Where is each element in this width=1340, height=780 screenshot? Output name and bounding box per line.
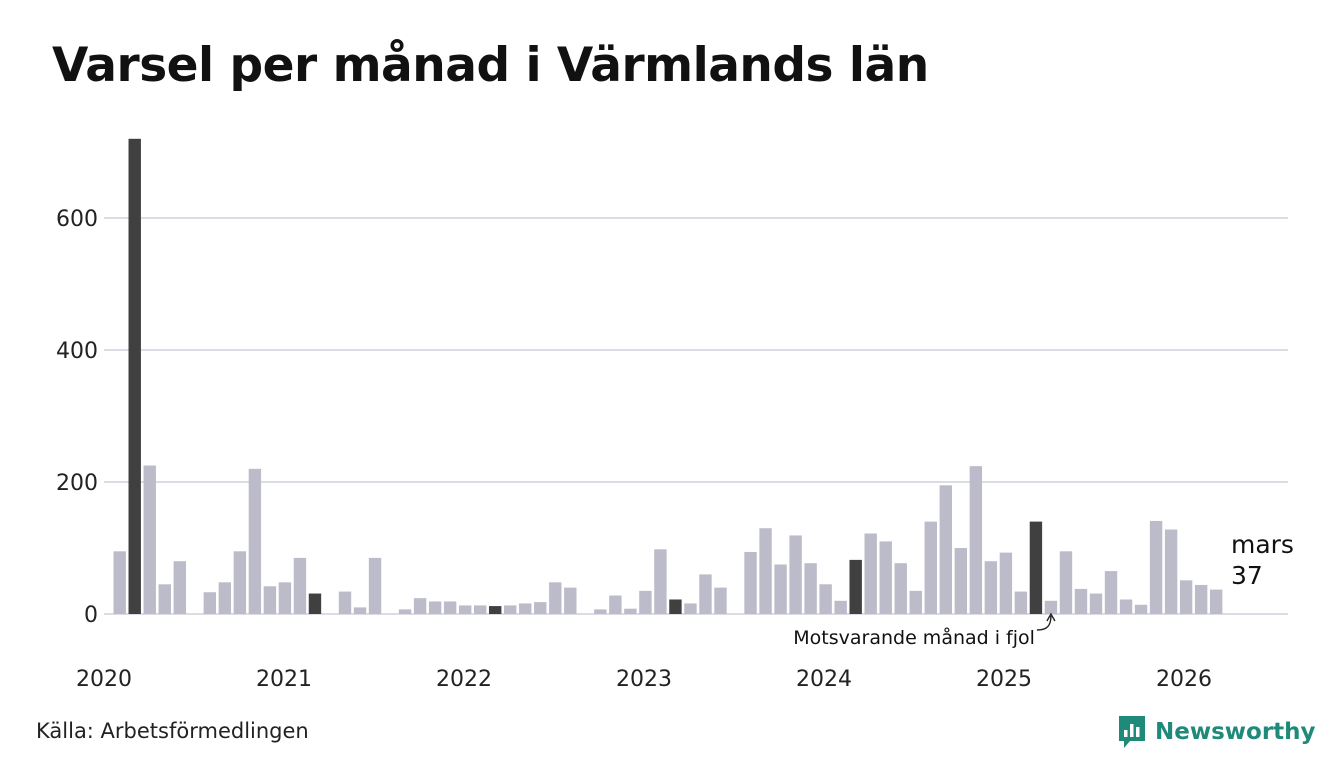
x-axis-labels: 2020 2021 2022 2023 2024 2025 2026: [76, 667, 1212, 692]
bar: [879, 541, 892, 614]
bar: [278, 582, 292, 614]
bar: [1119, 599, 1133, 614]
bar: [894, 563, 907, 614]
bar: [473, 605, 487, 614]
bar: [458, 605, 472, 614]
bar: [1134, 604, 1148, 614]
bar: [939, 485, 952, 614]
bar: [1164, 529, 1178, 614]
bar: [639, 590, 652, 614]
bar: [173, 561, 186, 614]
bar: [428, 601, 442, 614]
bar: [789, 535, 802, 614]
bar: [203, 592, 217, 614]
bar: [759, 528, 772, 614]
bar: [443, 601, 457, 614]
bar: [113, 551, 126, 614]
bar: [849, 559, 862, 614]
bar: [158, 584, 171, 614]
chart-title: Varsel per månad i Värmlands län: [52, 38, 929, 93]
bar: [233, 551, 247, 614]
bar: [338, 591, 352, 614]
x-tick-label: 2022: [436, 667, 492, 692]
bar: [1104, 571, 1118, 614]
bar: [594, 609, 607, 614]
bar: [834, 600, 847, 614]
bar: [1044, 600, 1058, 614]
brand-name: Newsworthy: [1155, 719, 1316, 745]
bar: [819, 584, 832, 614]
gridlines: [104, 217, 1288, 615]
bar: [263, 586, 277, 614]
current-month-label: mars: [1231, 530, 1294, 559]
bar: [1194, 584, 1208, 614]
bar: [804, 563, 817, 614]
bar: [969, 466, 983, 614]
bar: [669, 599, 682, 614]
bars: [113, 138, 1223, 615]
x-tick-label: 2021: [256, 667, 312, 692]
bar: [984, 561, 998, 614]
y-tick-label: 400: [56, 339, 98, 364]
bar: [1149, 520, 1163, 614]
source-note: Källa: Arbetsförmedlingen: [36, 719, 309, 743]
bar: [398, 609, 412, 614]
bar: [609, 595, 622, 614]
y-axis-labels: 0 200 400 600: [56, 207, 98, 628]
bar: [519, 603, 532, 614]
bar: [774, 564, 787, 614]
bar: [999, 552, 1013, 614]
y-tick-label: 600: [56, 207, 98, 232]
x-tick-label: 2020: [76, 667, 132, 692]
x-tick-label: 2024: [796, 667, 852, 692]
x-tick-label: 2023: [616, 667, 672, 692]
bar: [353, 607, 367, 614]
x-tick-label: 2026: [1156, 667, 1212, 692]
newsworthy-logo: Newsworthy: [1117, 714, 1316, 750]
bar: [864, 533, 877, 614]
annotation-arrow: [1036, 615, 1052, 631]
annotation-text: Motsvarande månad i fjol: [793, 626, 1035, 649]
bar: [293, 557, 307, 614]
bar: [308, 593, 322, 614]
bar: [143, 465, 156, 614]
bar: [549, 582, 562, 614]
bar: [368, 557, 382, 614]
bar: [534, 602, 547, 614]
bar: [954, 548, 968, 614]
bar: [218, 582, 232, 614]
current-value-label: 37: [1231, 561, 1263, 590]
annotation-arrowhead: [1046, 612, 1056, 622]
bar: [699, 574, 712, 614]
bar: [654, 549, 667, 614]
bar: [128, 138, 141, 615]
bar: [504, 605, 517, 614]
bar: [624, 608, 637, 614]
x-tick-label: 2025: [976, 667, 1032, 692]
newsworthy-logo-icon: [1119, 716, 1145, 748]
bar: [564, 587, 577, 614]
bar: [1074, 588, 1088, 614]
bar: [489, 606, 502, 614]
bar: [1059, 551, 1073, 614]
bar: [1209, 589, 1223, 614]
bar: [413, 598, 427, 614]
y-tick-label: 0: [84, 603, 98, 628]
bar: [924, 521, 937, 614]
y-tick-label: 200: [56, 471, 98, 496]
bar: [1014, 591, 1028, 614]
bar: [1089, 593, 1103, 614]
bar: [248, 468, 262, 614]
bar: [684, 603, 697, 614]
bar: [744, 551, 757, 614]
bar: [1029, 521, 1043, 614]
bar: [714, 587, 727, 614]
bar: [909, 590, 922, 614]
bar: [1179, 580, 1193, 614]
